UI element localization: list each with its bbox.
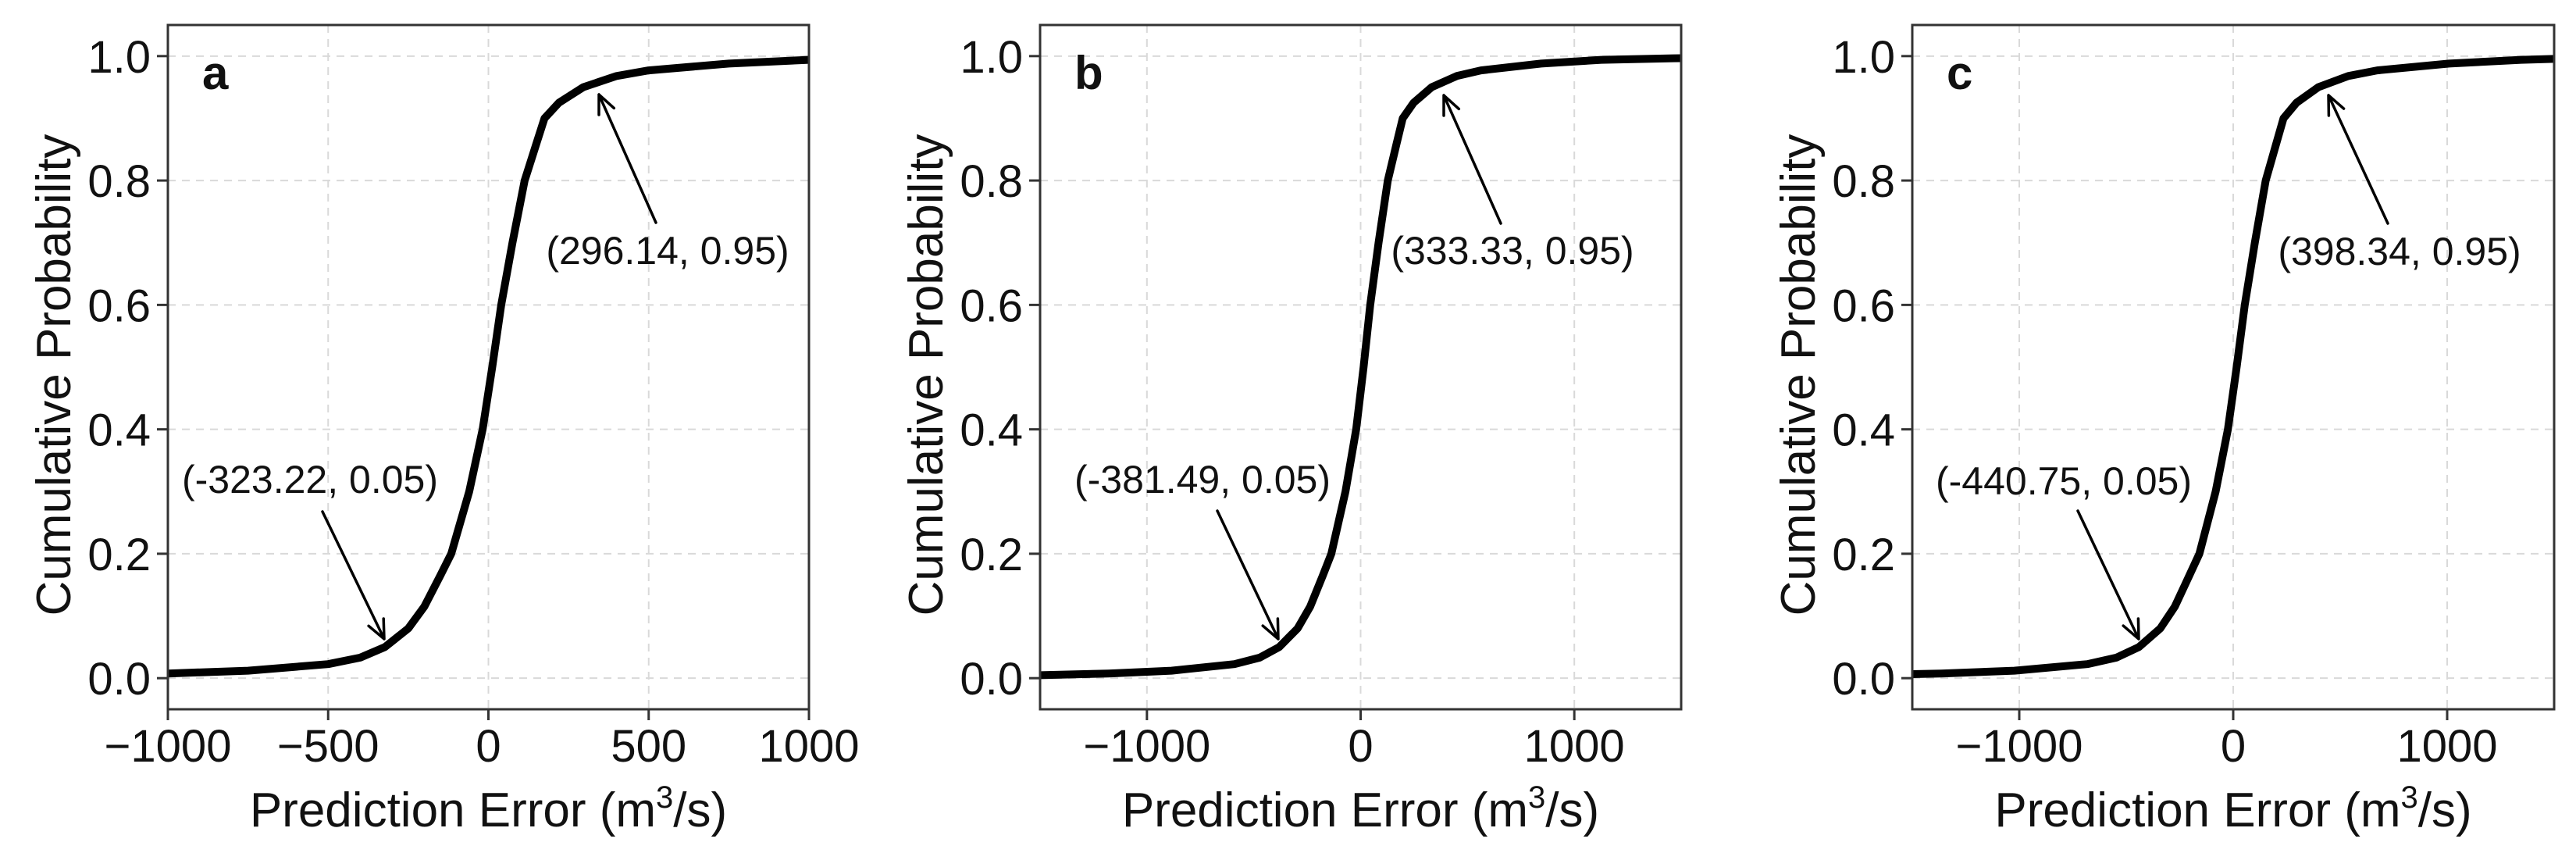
panel-letter: a bbox=[202, 47, 229, 99]
x-tick-label: 1000 bbox=[758, 721, 859, 772]
y-tick-label: 0.0 bbox=[960, 654, 1023, 705]
panel-letter: b bbox=[1074, 47, 1103, 99]
x-tick-label: 0 bbox=[1348, 721, 1373, 772]
x-axis-title-main: Prediction Error (m bbox=[1122, 783, 1528, 837]
x-axis-title-tail: /s) bbox=[673, 783, 727, 837]
panel-c: 0.0 0.2 0.4 0.6 0.8 1.0 −1000 0 1000 Prediction E… bbox=[1772, 23, 2556, 837]
y-tick-label: 0.4 bbox=[87, 405, 151, 456]
annotation-arrow-icon bbox=[2076, 509, 2140, 641]
annotation-arrow-icon bbox=[1442, 94, 1502, 225]
y-tick-label: 1.0 bbox=[960, 32, 1023, 83]
x-axis-title-tail: /s) bbox=[2418, 783, 2472, 837]
x-axis-title: Prediction Error (m3/s) bbox=[1122, 780, 1599, 837]
y-tick-label: 0.6 bbox=[87, 280, 151, 331]
y-tick-label: 0.6 bbox=[1832, 280, 1895, 331]
x-axis-title: Prediction Error (m3/s) bbox=[250, 780, 727, 837]
x-tick-label: −1000 bbox=[105, 721, 232, 772]
panel-b: 0.0 0.2 0.4 0.6 0.8 1.0 −1000 0 1000 Prediction E… bbox=[900, 23, 1683, 837]
annotation-arrow-icon bbox=[1216, 509, 1280, 641]
x-tick-label: 0 bbox=[2221, 721, 2246, 772]
y-tick-label: 1.0 bbox=[1832, 32, 1895, 83]
panel-letter: c bbox=[1947, 47, 1972, 99]
y-tick-label: 0.6 bbox=[960, 280, 1023, 331]
x-axis-title-superscript: 3 bbox=[1528, 780, 1545, 815]
annotation-label: (398.34, 0.95) bbox=[2278, 230, 2521, 273]
cdf-curve bbox=[168, 55, 809, 678]
y-tick-label: 0.4 bbox=[960, 405, 1023, 456]
y-tick-label: 0.8 bbox=[1832, 156, 1895, 207]
x-axis-title-main: Prediction Error (m bbox=[1994, 783, 2400, 837]
cdf-curve bbox=[1040, 54, 1681, 680]
y-axis-title: Cumulative Probability bbox=[27, 134, 81, 616]
annotation-arrow-icon bbox=[2327, 94, 2389, 225]
annotation-label: (-381.49, 0.05) bbox=[1074, 458, 1331, 501]
annotation-label: (-323.22, 0.05) bbox=[182, 458, 438, 501]
y-tick-label: 0.8 bbox=[87, 156, 151, 207]
y-axis-title: Cumulative Probability bbox=[900, 134, 953, 616]
x-tick-label: 0 bbox=[476, 721, 501, 772]
x-tick-label: −1000 bbox=[1083, 721, 1210, 772]
y-tick-label: 0.0 bbox=[87, 654, 151, 705]
annotation-arrow-icon bbox=[597, 93, 657, 224]
y-tick-label: 0.2 bbox=[87, 530, 151, 580]
annotation-label: (333.33, 0.95) bbox=[1391, 229, 1634, 273]
y-tick-label: 0.8 bbox=[960, 156, 1023, 207]
x-axis-title-main: Prediction Error (m bbox=[250, 783, 656, 837]
y-tick-label: 0.2 bbox=[960, 530, 1023, 580]
y-axis-title: Cumulative Probability bbox=[1772, 134, 1826, 616]
annotation-label: (-440.75, 0.05) bbox=[1936, 459, 2192, 503]
x-tick-label: −500 bbox=[277, 721, 379, 772]
x-tick-label: 1000 bbox=[2396, 721, 2497, 772]
y-tick-label: 0.0 bbox=[1832, 654, 1895, 705]
cdf-curve bbox=[1912, 55, 2554, 678]
x-tick-label: 1000 bbox=[1524, 721, 1625, 772]
panel-a: 0.0 0.2 0.4 0.6 0.8 1.0 −1000 −500 0 500 1000 Predi… bbox=[27, 23, 860, 837]
y-tick-label: 1.0 bbox=[87, 32, 151, 83]
x-tick-label: 500 bbox=[611, 721, 686, 772]
annotation-arrow-icon bbox=[321, 510, 386, 641]
annotation-label: (296.14, 0.95) bbox=[546, 229, 789, 273]
x-axis-title-tail: /s) bbox=[1545, 783, 1599, 837]
x-axis-title-superscript: 3 bbox=[2401, 780, 2418, 815]
x-axis-title-superscript: 3 bbox=[656, 780, 673, 815]
x-tick-label: −1000 bbox=[1956, 721, 2083, 772]
y-tick-label: 0.2 bbox=[1832, 530, 1895, 580]
y-tick-label: 0.4 bbox=[1832, 405, 1895, 456]
x-axis-title: Prediction Error (m3/s) bbox=[1994, 780, 2471, 837]
